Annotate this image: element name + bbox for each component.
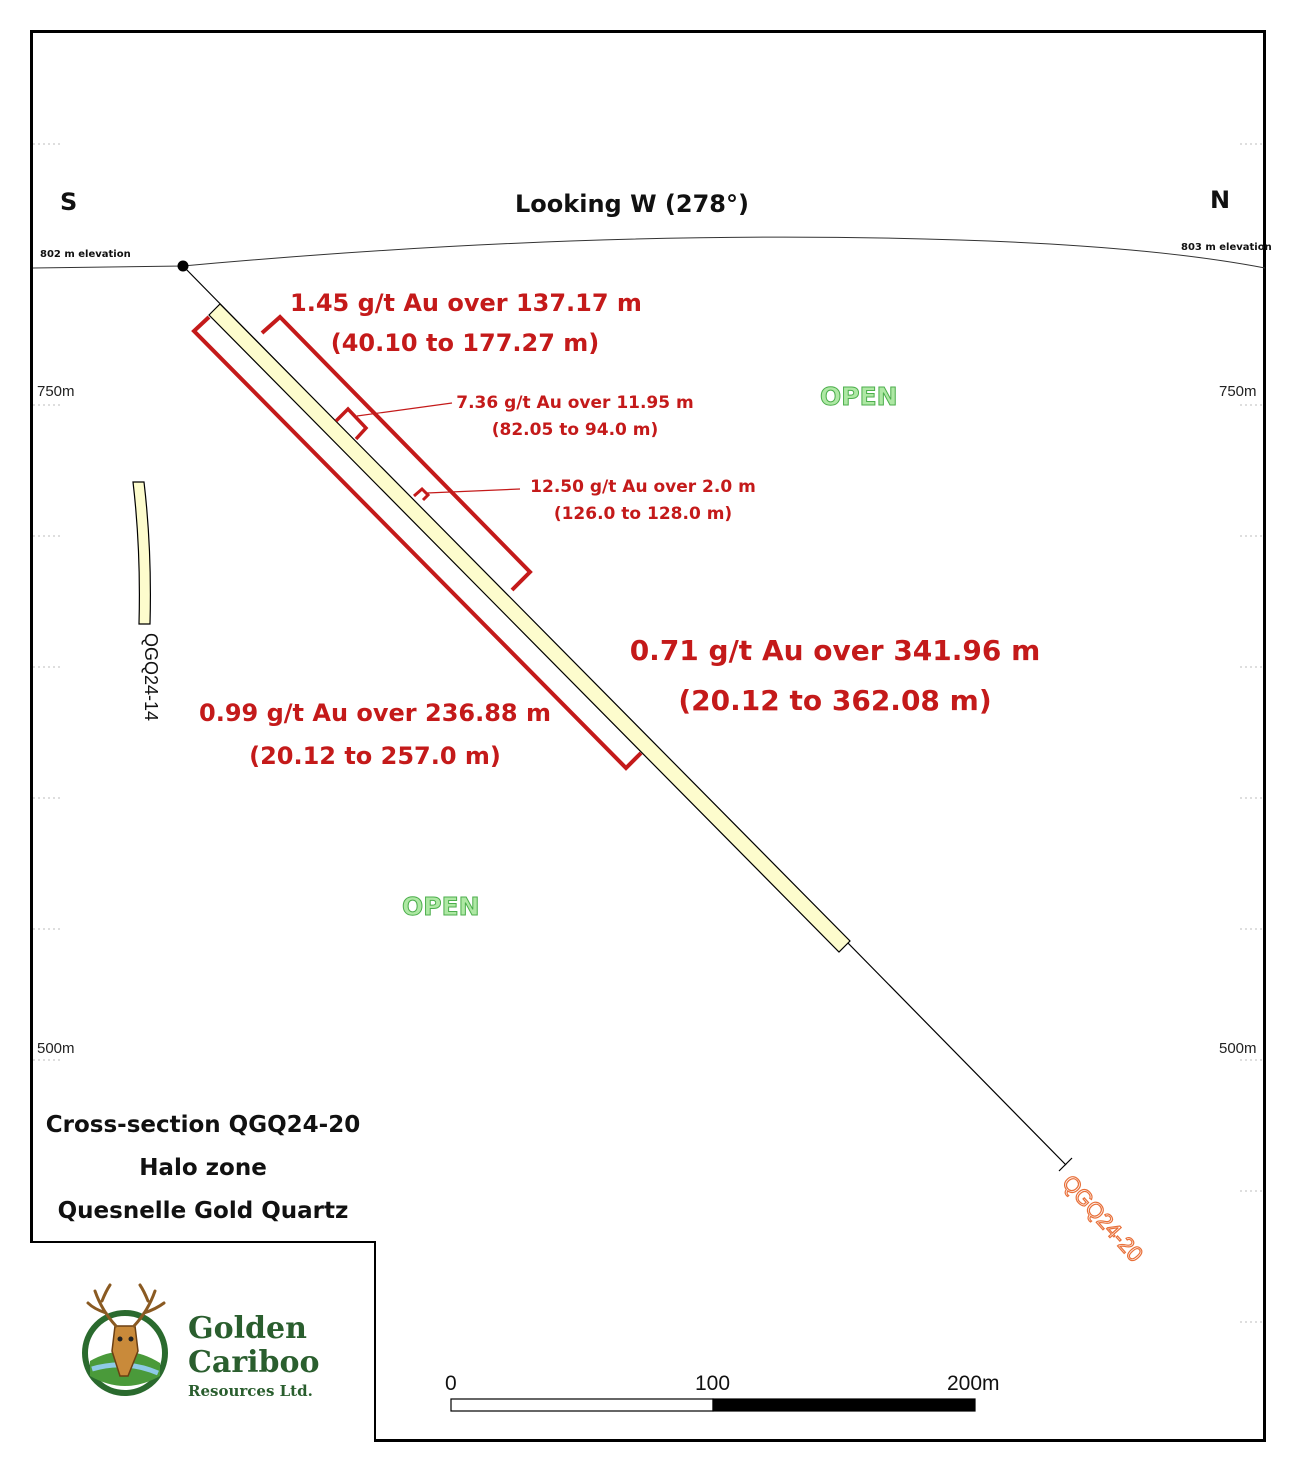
scale-label-200: 200m — [947, 1372, 1000, 1395]
north-label: N — [1210, 186, 1231, 214]
elevation-grid — [33, 143, 1265, 1323]
caribou-emblem-icon — [82, 1283, 168, 1396]
scale-label-100: 100 — [695, 1372, 731, 1395]
leader-12-50 — [426, 488, 521, 494]
bracket-12-50 — [413, 486, 431, 502]
topography-line — [32, 236, 1266, 269]
bracket-0-99 — [191, 315, 643, 771]
open-label-upper: OPEN — [820, 382, 899, 412]
intercept-7-36-interval: (82.05 to 94.0 m) — [491, 420, 659, 441]
intercept-1-45-interval: (40.10 to 177.27 m) — [330, 328, 600, 357]
bracket-1-45 — [260, 314, 533, 592]
company-logo-panel: Golden Cariboo Resources Ltd. — [30, 1241, 376, 1442]
intercept-12-50-grade: 12.50 g/t Au over 2.0 m — [530, 477, 756, 497]
view-direction-title: Looking W (278°) — [515, 190, 749, 218]
caption-line-1: Cross-section QGQ24-20 — [45, 1112, 361, 1138]
left-elevation-label: 802 m elevation — [40, 249, 131, 260]
grid-label-750-left: 750m — [37, 383, 75, 400]
intercept-1-45-grade: 1.45 g/t Au over 137.17 m — [290, 289, 642, 317]
south-label: S — [60, 188, 78, 216]
figure-caption: Cross-section QGQ24-20 Halo zone Quesnel… — [33, 1104, 373, 1233]
logo-word-resources: Resources Ltd. — [188, 1382, 313, 1400]
intercept-12-50-interval: (126.0 to 128.0 m) — [553, 504, 733, 525]
secondary-hole-label: QGQ24-14 — [141, 633, 161, 722]
intercept-0-71: 0.71 g/t Au over 341.96 m (20.12 to 362.… — [625, 626, 1045, 727]
caption-line-3: Quesnelle Gold Quartz — [57, 1198, 349, 1224]
intercept-12-50: 12.50 g/t Au over 2.0 m (126.0 to 128.0 … — [518, 474, 768, 528]
intercept-0-99: 0.99 g/t Au over 236.88 m (20.12 to 257.… — [195, 692, 555, 778]
logo-word-golden: Golden — [188, 1311, 307, 1346]
intercept-0-71-interval: (20.12 to 362.08 m) — [678, 684, 992, 718]
intercept-0-71-grade: 0.71 g/t Au over 341.96 m — [629, 634, 1041, 667]
open-label-lower: OPEN — [402, 892, 481, 922]
drill-trace-end-tick — [1058, 1157, 1073, 1172]
mineralized-interval-band — [208, 303, 851, 953]
grid-label-750-right: 750m — [1219, 383, 1257, 400]
intercept-0-99-grade: 0.99 g/t Au over 236.88 m — [199, 699, 551, 727]
intercept-7-36: 7.36 g/t Au over 11.95 m (82.05 to 94.0 … — [450, 390, 700, 444]
logo-word-cariboo: Cariboo — [188, 1345, 320, 1380]
right-elevation-label: 803 m elevation — [1181, 242, 1272, 253]
scale-label-0: 0 — [445, 1372, 457, 1395]
intercept-7-36-grade: 7.36 g/t Au over 11.95 m — [456, 393, 694, 413]
caption-line-2: Halo zone — [139, 1155, 267, 1181]
intercept-0-99-interval: (20.12 to 257.0 m) — [249, 742, 501, 771]
figure-frame — [30, 30, 1266, 1442]
bracket-7-36 — [334, 406, 369, 441]
intercept-1-45: 1.45 g/t Au over 137.17 m (40.10 to 177.… — [290, 284, 642, 363]
leader-7-36 — [356, 402, 453, 417]
scale-bar — [450, 1398, 976, 1412]
grid-label-500-right: 500m — [1219, 1040, 1257, 1057]
drill-trace-secondary — [132, 481, 151, 625]
grid-label-500-left: 500m — [37, 1040, 75, 1057]
